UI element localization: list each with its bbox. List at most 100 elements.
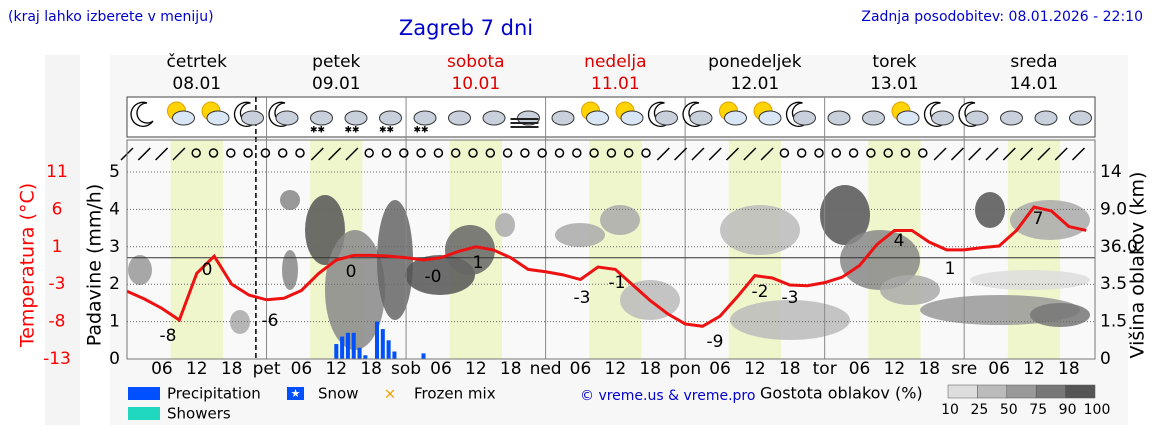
legend-label: Showers bbox=[167, 405, 231, 423]
wind-barb bbox=[310, 147, 324, 161]
temp-label: 1 bbox=[945, 259, 956, 279]
wind-barb bbox=[674, 147, 688, 161]
cloud-icon bbox=[413, 110, 437, 126]
calm-wind bbox=[572, 148, 582, 158]
day-date: 11.01 bbox=[591, 74, 640, 94]
cloud-cover bbox=[280, 190, 300, 210]
y3-title: Višina oblakov (km) bbox=[1127, 172, 1149, 359]
calm-wind bbox=[416, 148, 426, 158]
wind-barb bbox=[1002, 147, 1016, 161]
x-tick-label: 12 bbox=[605, 359, 627, 379]
cloud-cover bbox=[880, 275, 940, 305]
wind-barb bbox=[933, 147, 947, 161]
calm-wind bbox=[502, 148, 513, 158]
x-tick-label: 18 bbox=[779, 359, 801, 379]
day-date: 12.01 bbox=[731, 74, 780, 94]
calm-wind bbox=[277, 148, 288, 158]
y3-tick-label: 3.5 bbox=[1100, 274, 1127, 294]
wind-barb bbox=[760, 147, 774, 161]
wind-barb bbox=[743, 147, 757, 161]
y3-tick-label: 0 bbox=[1100, 349, 1111, 369]
cloud-legend-swatch bbox=[977, 384, 1008, 399]
wind-barb bbox=[985, 147, 999, 161]
cloud-icon bbox=[448, 110, 471, 126]
y2-tick-label: -13 bbox=[43, 349, 71, 369]
precip-bar bbox=[340, 336, 345, 359]
x-tick-label: 18 bbox=[500, 359, 522, 379]
calm-wind bbox=[866, 148, 876, 158]
cloud-legend-tick: 100 bbox=[1084, 402, 1111, 418]
cloud-icon bbox=[344, 110, 368, 126]
snow-icon: ✱✱ bbox=[413, 126, 428, 136]
x-tick-label: 12 bbox=[1023, 359, 1045, 379]
y3-tick-label: 9.0 bbox=[1100, 199, 1127, 219]
cloud-cover bbox=[128, 255, 152, 285]
calm-wind bbox=[641, 148, 651, 158]
updated: Zadnja posodobitev: 08.01.2026 - 22:10 bbox=[861, 9, 1143, 25]
day-name: ponedeljek bbox=[708, 52, 802, 72]
x-tick-label: 18 bbox=[1058, 359, 1080, 379]
calm-wind bbox=[381, 148, 392, 158]
precip-bar bbox=[351, 332, 356, 359]
cloud-icon bbox=[586, 110, 609, 126]
temp-label: -2 bbox=[752, 282, 769, 302]
x-tick-label: 06 bbox=[709, 359, 731, 379]
x-tick-label: 12 bbox=[465, 359, 487, 379]
y-tick-label: 0 bbox=[109, 349, 120, 369]
cloud-cover bbox=[975, 192, 1005, 228]
cloud-cover bbox=[840, 230, 920, 290]
wind-barb bbox=[968, 147, 982, 161]
calm-wind bbox=[796, 148, 807, 158]
calm-wind bbox=[191, 148, 201, 158]
snow-icon: ✱✱ bbox=[310, 126, 325, 136]
cloud-cover bbox=[970, 270, 1090, 290]
precip-bar bbox=[374, 321, 379, 359]
calm-wind bbox=[450, 148, 461, 158]
cloud-cover bbox=[730, 300, 850, 340]
wind-barb bbox=[691, 147, 705, 161]
cloud-icon bbox=[793, 110, 816, 126]
x-tick-label: 06 bbox=[291, 359, 313, 379]
temp-label: 0 bbox=[346, 262, 357, 282]
calm-wind bbox=[243, 148, 253, 158]
y-tick-label: 1 bbox=[109, 312, 120, 332]
cloud-icon bbox=[241, 110, 264, 126]
cloud-legend-title: Gostota oblakov (%) bbox=[760, 384, 923, 403]
title: Zagreb 7 dni bbox=[399, 16, 533, 40]
y2-tick-label: 6 bbox=[52, 199, 63, 219]
wind-barb bbox=[725, 147, 740, 161]
calm-wind bbox=[900, 148, 911, 158]
legend-star: ★ bbox=[291, 387, 301, 400]
cloud-icon bbox=[965, 110, 989, 126]
day-date: 08.01 bbox=[172, 74, 221, 94]
legend-label: Frozen mix bbox=[414, 385, 496, 403]
y2-tick-label: 1 bbox=[52, 237, 63, 257]
calm-wind bbox=[433, 148, 444, 158]
day-name: petek bbox=[312, 52, 360, 72]
temp-label: -3 bbox=[782, 288, 799, 308]
x-tick-label: 12 bbox=[884, 359, 906, 379]
wind-barb bbox=[328, 147, 342, 161]
cloud-icon bbox=[310, 110, 333, 126]
legend-swatch bbox=[287, 387, 304, 400]
y3-tick-label: 1.5 bbox=[1100, 312, 1127, 332]
left-strip bbox=[45, 55, 80, 425]
cloud-cover bbox=[820, 185, 870, 245]
cloud-legend-swatch bbox=[1006, 384, 1037, 399]
legend-cross: × bbox=[384, 385, 397, 403]
y-title: Padavine (mm/h) bbox=[84, 184, 106, 347]
x-tick-label: 12 bbox=[325, 359, 347, 379]
wind-barb bbox=[137, 147, 151, 161]
precip-bar bbox=[392, 351, 397, 359]
calm-wind bbox=[364, 148, 374, 158]
calm-wind bbox=[883, 148, 893, 158]
calm-wind bbox=[208, 148, 219, 158]
y-tick-label: 3 bbox=[109, 237, 120, 257]
cloud-cover bbox=[555, 223, 605, 247]
copyright: © vreme.us & vreme.pro bbox=[580, 388, 755, 404]
calm-wind bbox=[848, 148, 859, 158]
x-tick-label: 06 bbox=[849, 359, 871, 379]
calm-wind bbox=[537, 148, 547, 158]
precip-bar bbox=[386, 340, 391, 359]
x-tick-label: pon bbox=[669, 359, 701, 379]
